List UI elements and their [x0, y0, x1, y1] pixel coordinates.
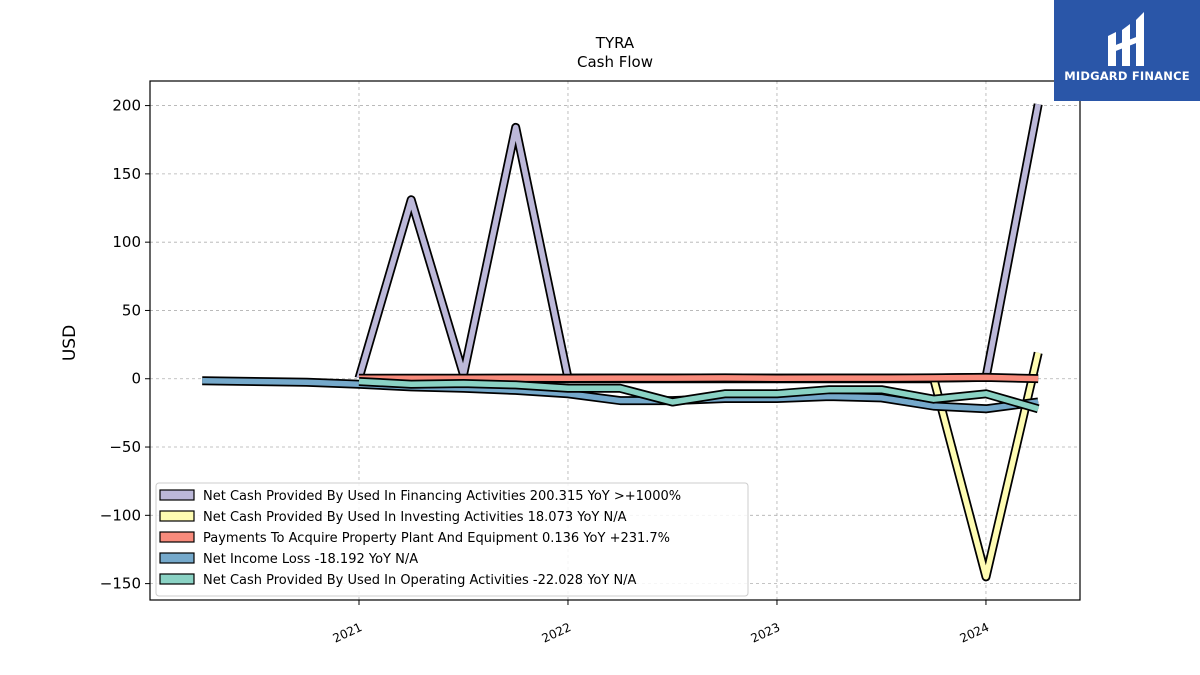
brand-logo: MIDGARD FINANCE: [1054, 0, 1200, 101]
y-tick-label: −100: [100, 506, 141, 524]
series-stroke: [356, 103, 1041, 381]
legend-swatch: [159, 552, 195, 564]
legend-entry: Net Cash Provided By Used In Operating A…: [159, 573, 637, 588]
x-axis-ticks: 2021 2022 2023 2024: [331, 600, 992, 646]
legend-entry: Net Income Loss -18.192 YoY N/A: [159, 552, 418, 567]
series-line: [354, 103, 1043, 383]
x-tick-label: 2021: [331, 620, 365, 646]
series-stroke: [358, 374, 1039, 382]
series-stroke: [358, 378, 1039, 412]
x-tick-label: 2023: [749, 620, 783, 646]
legend-label: Payments To Acquire Property Plant And E…: [203, 531, 670, 546]
y-tick-label: 150: [112, 165, 141, 183]
series-line: [358, 372, 1039, 384]
series-line: [358, 377, 1040, 414]
legend-label: Net Cash Provided By Used In Financing A…: [203, 489, 681, 504]
plot-frame: [149, 80, 1081, 601]
series-lines: [202, 103, 1043, 582]
y-tick-label: −150: [100, 575, 141, 593]
legend: Net Cash Provided By Used In Financing A…: [155, 482, 749, 597]
chart-title: TYRA: [595, 34, 635, 52]
legend-entry: Net Cash Provided By Used In Financing A…: [159, 489, 681, 504]
y-axis-ticks: 200 150 100 50 0 −50 −100 −150: [100, 97, 150, 593]
y-axis-label: USD: [60, 325, 80, 361]
legend-box: [155, 482, 749, 597]
chart-subtitle: Cash Flow: [577, 53, 653, 71]
brand-mark-icon: [1108, 12, 1144, 66]
x-tick-label: 2024: [958, 620, 992, 646]
legend-entry: Net Cash Provided By Used In Investing A…: [159, 510, 627, 525]
legend-swatch: [159, 489, 195, 501]
y-tick-label: 50: [122, 301, 141, 319]
y-tick-label: 0: [131, 370, 141, 388]
y-tick-label: 200: [112, 97, 141, 115]
legend-swatch: [159, 531, 195, 543]
y-tick-label: −50: [109, 438, 141, 456]
y-tick-label: 100: [112, 233, 141, 251]
legend-label: Net Income Loss -18.192 YoY N/A: [203, 552, 418, 567]
legend-label: Net Cash Provided By Used In Operating A…: [203, 573, 637, 588]
brand-name: MIDGARD FINANCE: [1064, 69, 1190, 83]
legend-entry: Payments To Acquire Property Plant And E…: [159, 531, 670, 546]
series-outline: [354, 103, 1043, 383]
legend-label: Net Cash Provided By Used In Investing A…: [203, 510, 627, 525]
legend-swatch: [159, 573, 195, 585]
x-tick-label: 2022: [540, 620, 574, 646]
legend-swatch: [159, 510, 195, 522]
